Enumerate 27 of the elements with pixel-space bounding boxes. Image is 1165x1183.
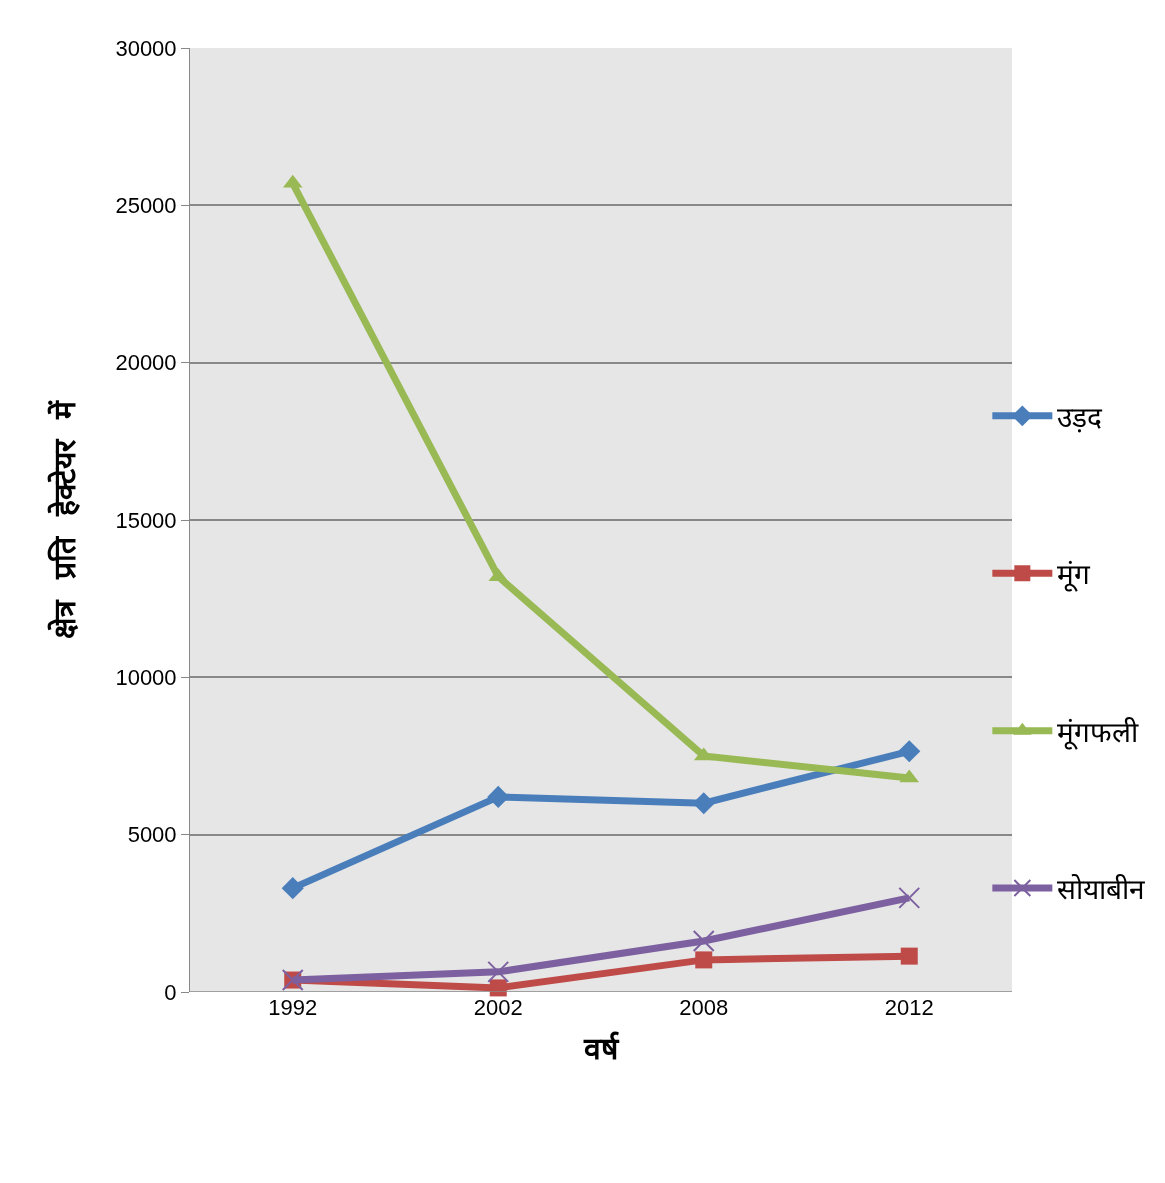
point — [487, 960, 510, 983]
point — [692, 792, 715, 815]
point — [900, 947, 918, 965]
point — [489, 979, 507, 997]
legend-label: उड़द — [1057, 400, 1104, 434]
point — [695, 951, 713, 969]
point — [692, 930, 715, 953]
x-tick-label: 2012 — [884, 995, 934, 1020]
y-tick-label: 15000 — [115, 507, 177, 533]
y-tick-label: 20000 — [115, 350, 177, 376]
point — [898, 886, 921, 909]
x-axis-title: वर्ष — [583, 1030, 620, 1066]
point — [281, 877, 304, 900]
point — [898, 740, 921, 763]
y-tick-label: 25000 — [115, 193, 177, 219]
legend-label: मूंग — [1057, 558, 1092, 593]
legend-label: सोयाबीन — [1057, 872, 1146, 906]
point — [487, 785, 510, 808]
legend-label: मूंगफली — [1057, 715, 1140, 750]
x-tick-label: 2008 — [679, 995, 729, 1020]
y-tick-label: 0 — [164, 979, 177, 1005]
x-tick-label: 1992 — [268, 995, 318, 1020]
y-tick-label: 30000 — [115, 35, 177, 61]
x-tick-label: 2002 — [473, 995, 523, 1020]
y-axis-title: क्षेत्र प्रति हेक्टेयर में — [47, 400, 83, 639]
y-tick-label: 5000 — [127, 822, 177, 848]
y-tick-label: 10000 — [115, 665, 177, 691]
